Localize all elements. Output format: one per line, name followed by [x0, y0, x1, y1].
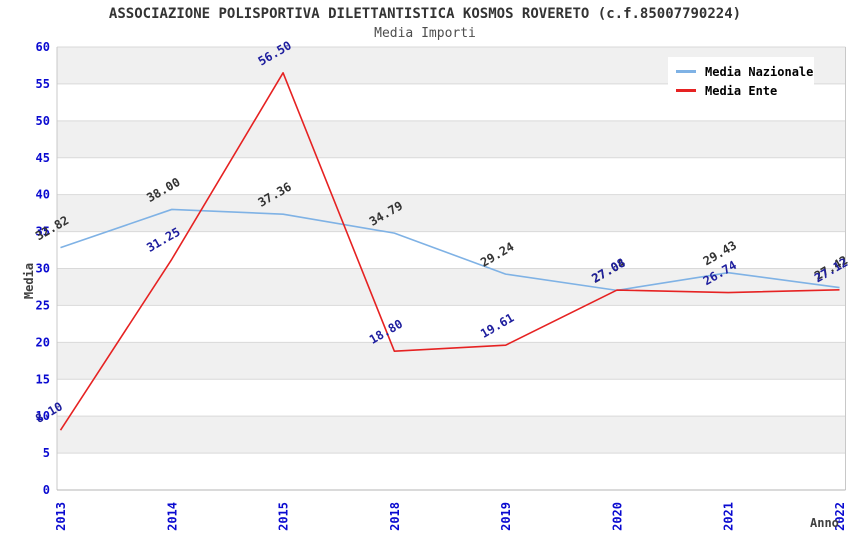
series-line-media-ente: [59, 72, 840, 431]
y-tick-label: 45: [36, 151, 50, 165]
legend: Media Nazionale Media Ente: [668, 57, 814, 106]
chart-title: ASSOCIAZIONE POLISPORTIVA DILETTANTISTIC…: [108, 6, 742, 22]
chart-subtitle: Media Importi: [374, 26, 476, 41]
y-tick-label: 35: [36, 225, 50, 239]
x-tick-label: 2020: [610, 502, 624, 531]
x-axis-title: Anno: [810, 516, 839, 530]
y-tick-label: 55: [36, 77, 50, 91]
x-tick-label: 2021: [722, 502, 736, 531]
legend-item-media-ente: Media Ente: [676, 81, 806, 100]
point-label: 32.82: [33, 213, 71, 243]
y-axis-title: Media: [22, 262, 36, 300]
y-tick-label: 40: [36, 188, 50, 202]
y-tick-label: 15: [36, 372, 50, 386]
point-label: 19.61: [478, 311, 516, 341]
y-tick-label: 20: [36, 335, 50, 349]
legend-swatch-ente: [676, 89, 696, 92]
y-tick-label: 10: [36, 409, 50, 423]
y-tick-label: 25: [36, 298, 50, 312]
x-tick-label: 2014: [165, 502, 179, 531]
legend-swatch-nazionale: [676, 70, 696, 73]
y-tick-label: 60: [36, 40, 50, 54]
y-tick-label: 5: [43, 446, 50, 460]
plot-stripe: [57, 120, 846, 158]
legend-label: Media Ente: [705, 83, 778, 98]
x-tick-label: 2022: [833, 502, 847, 531]
x-tick-label: 2015: [277, 502, 291, 531]
y-tick-label: 30: [36, 262, 50, 276]
y-tick-label: 50: [36, 114, 50, 128]
legend-label: Media Nazionale: [705, 64, 814, 79]
x-tick-label: 2018: [388, 502, 402, 531]
plot-stripe: [57, 416, 846, 454]
legend-item-media-nazionale: Media Nazionale: [676, 62, 813, 81]
y-tick-label: 0: [43, 483, 50, 497]
series-line-media-nazionale: [60, 208, 840, 292]
x-tick-label: 2019: [499, 502, 513, 531]
point-label: 29.24: [478, 240, 516, 270]
plot-stripe: [57, 194, 846, 232]
x-tick-label: 2013: [54, 502, 68, 531]
